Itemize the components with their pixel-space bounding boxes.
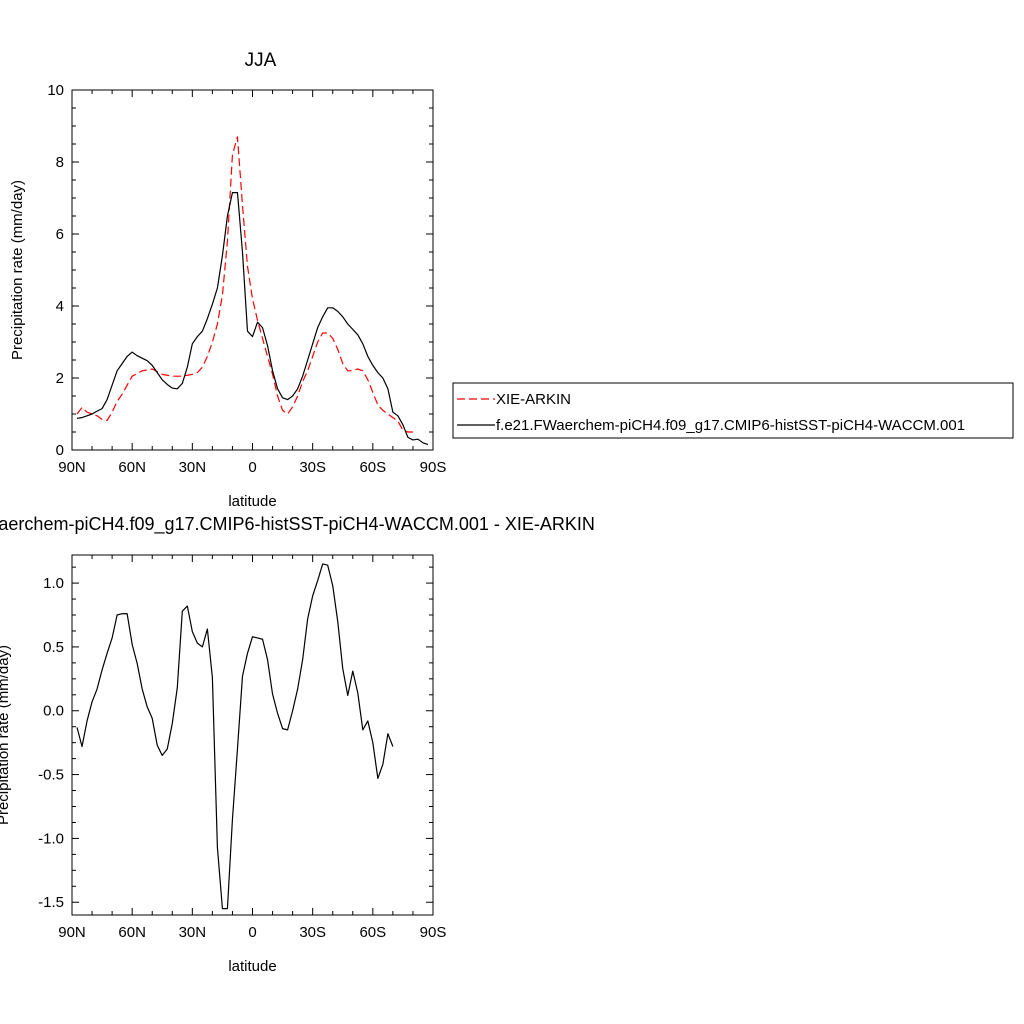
plot-frame (71, 554, 434, 916)
y-tick-label: 4 (56, 298, 64, 315)
series-line-xie-arkin (76, 136, 413, 433)
legend-entry-label: f.e21.FWaerchem-piCH4.f09_g17.CMIP6-hist… (496, 417, 965, 434)
x-tick-label: 60N (118, 459, 146, 476)
top-panel-precipitation: 90N 60N 30N 0 30S 60S 90S 0 2 4 6 8 10 JJA latitude Pre… (9, 50, 446, 510)
x-tick-label: 90N (58, 459, 86, 476)
legend-box (452, 382, 1014, 439)
x-tick-label: 30S (299, 459, 326, 476)
y-tick-label: 0.0 (43, 703, 64, 720)
y-tick-label: 8 (56, 154, 64, 171)
y-tick-label: 6 (56, 226, 64, 243)
x-tick-label: 90N (58, 924, 86, 941)
y-tick-label: 0 (56, 442, 64, 459)
y-tick-label: 2 (56, 370, 64, 387)
x-tick-label: 60N (118, 924, 146, 941)
x-tick-label: 90S (420, 924, 447, 941)
x-axis-label: latitude (228, 958, 276, 975)
chart-title: f.e21.FWaerchem-piCH4.f09_g17.CMIP6-hist… (0, 514, 595, 535)
y-tick-label: 10 (47, 82, 64, 99)
y-tick-label: 1.0 (43, 575, 64, 592)
y-axis-label: Precipitation rate (mm/day) (0, 645, 12, 825)
x-tick-label: 30S (299, 924, 326, 941)
legend: XIE-ARKIN f.e21.FWaerchem-piCH4.f09_g17.C… (452, 382, 1014, 439)
series-line-model (76, 563, 394, 910)
x-tick-label: 0 (248, 924, 256, 941)
y-tick-label: -0.5 (38, 767, 64, 784)
x-tick-label: 30N (179, 459, 207, 476)
legend-entry-label: XIE-ARKIN (496, 391, 571, 408)
y-tick-label: 0.5 (43, 639, 64, 656)
bottom-panel-difference: 90N 60N 30N 0 30S 60S 90S -1.5 -1.0 -0.5 0.0 0.5 1.0… (0, 514, 595, 975)
series-line-model (76, 192, 429, 446)
x-tick-label: 90S (420, 459, 447, 476)
x-tick-label: 0 (248, 459, 256, 476)
x-tick-label: 60S (359, 924, 386, 941)
y-tick-label: -1.5 (38, 894, 64, 911)
y-tick-label: -1.0 (38, 830, 64, 847)
x-axis-label: latitude (228, 493, 276, 510)
chart-title: JJA (245, 50, 277, 71)
y-axis-label: Precipitation rate (mm/day) (9, 180, 26, 360)
x-tick-label: 60S (359, 459, 386, 476)
x-tick-label: 30N (179, 924, 207, 941)
plot-frame (71, 89, 434, 451)
